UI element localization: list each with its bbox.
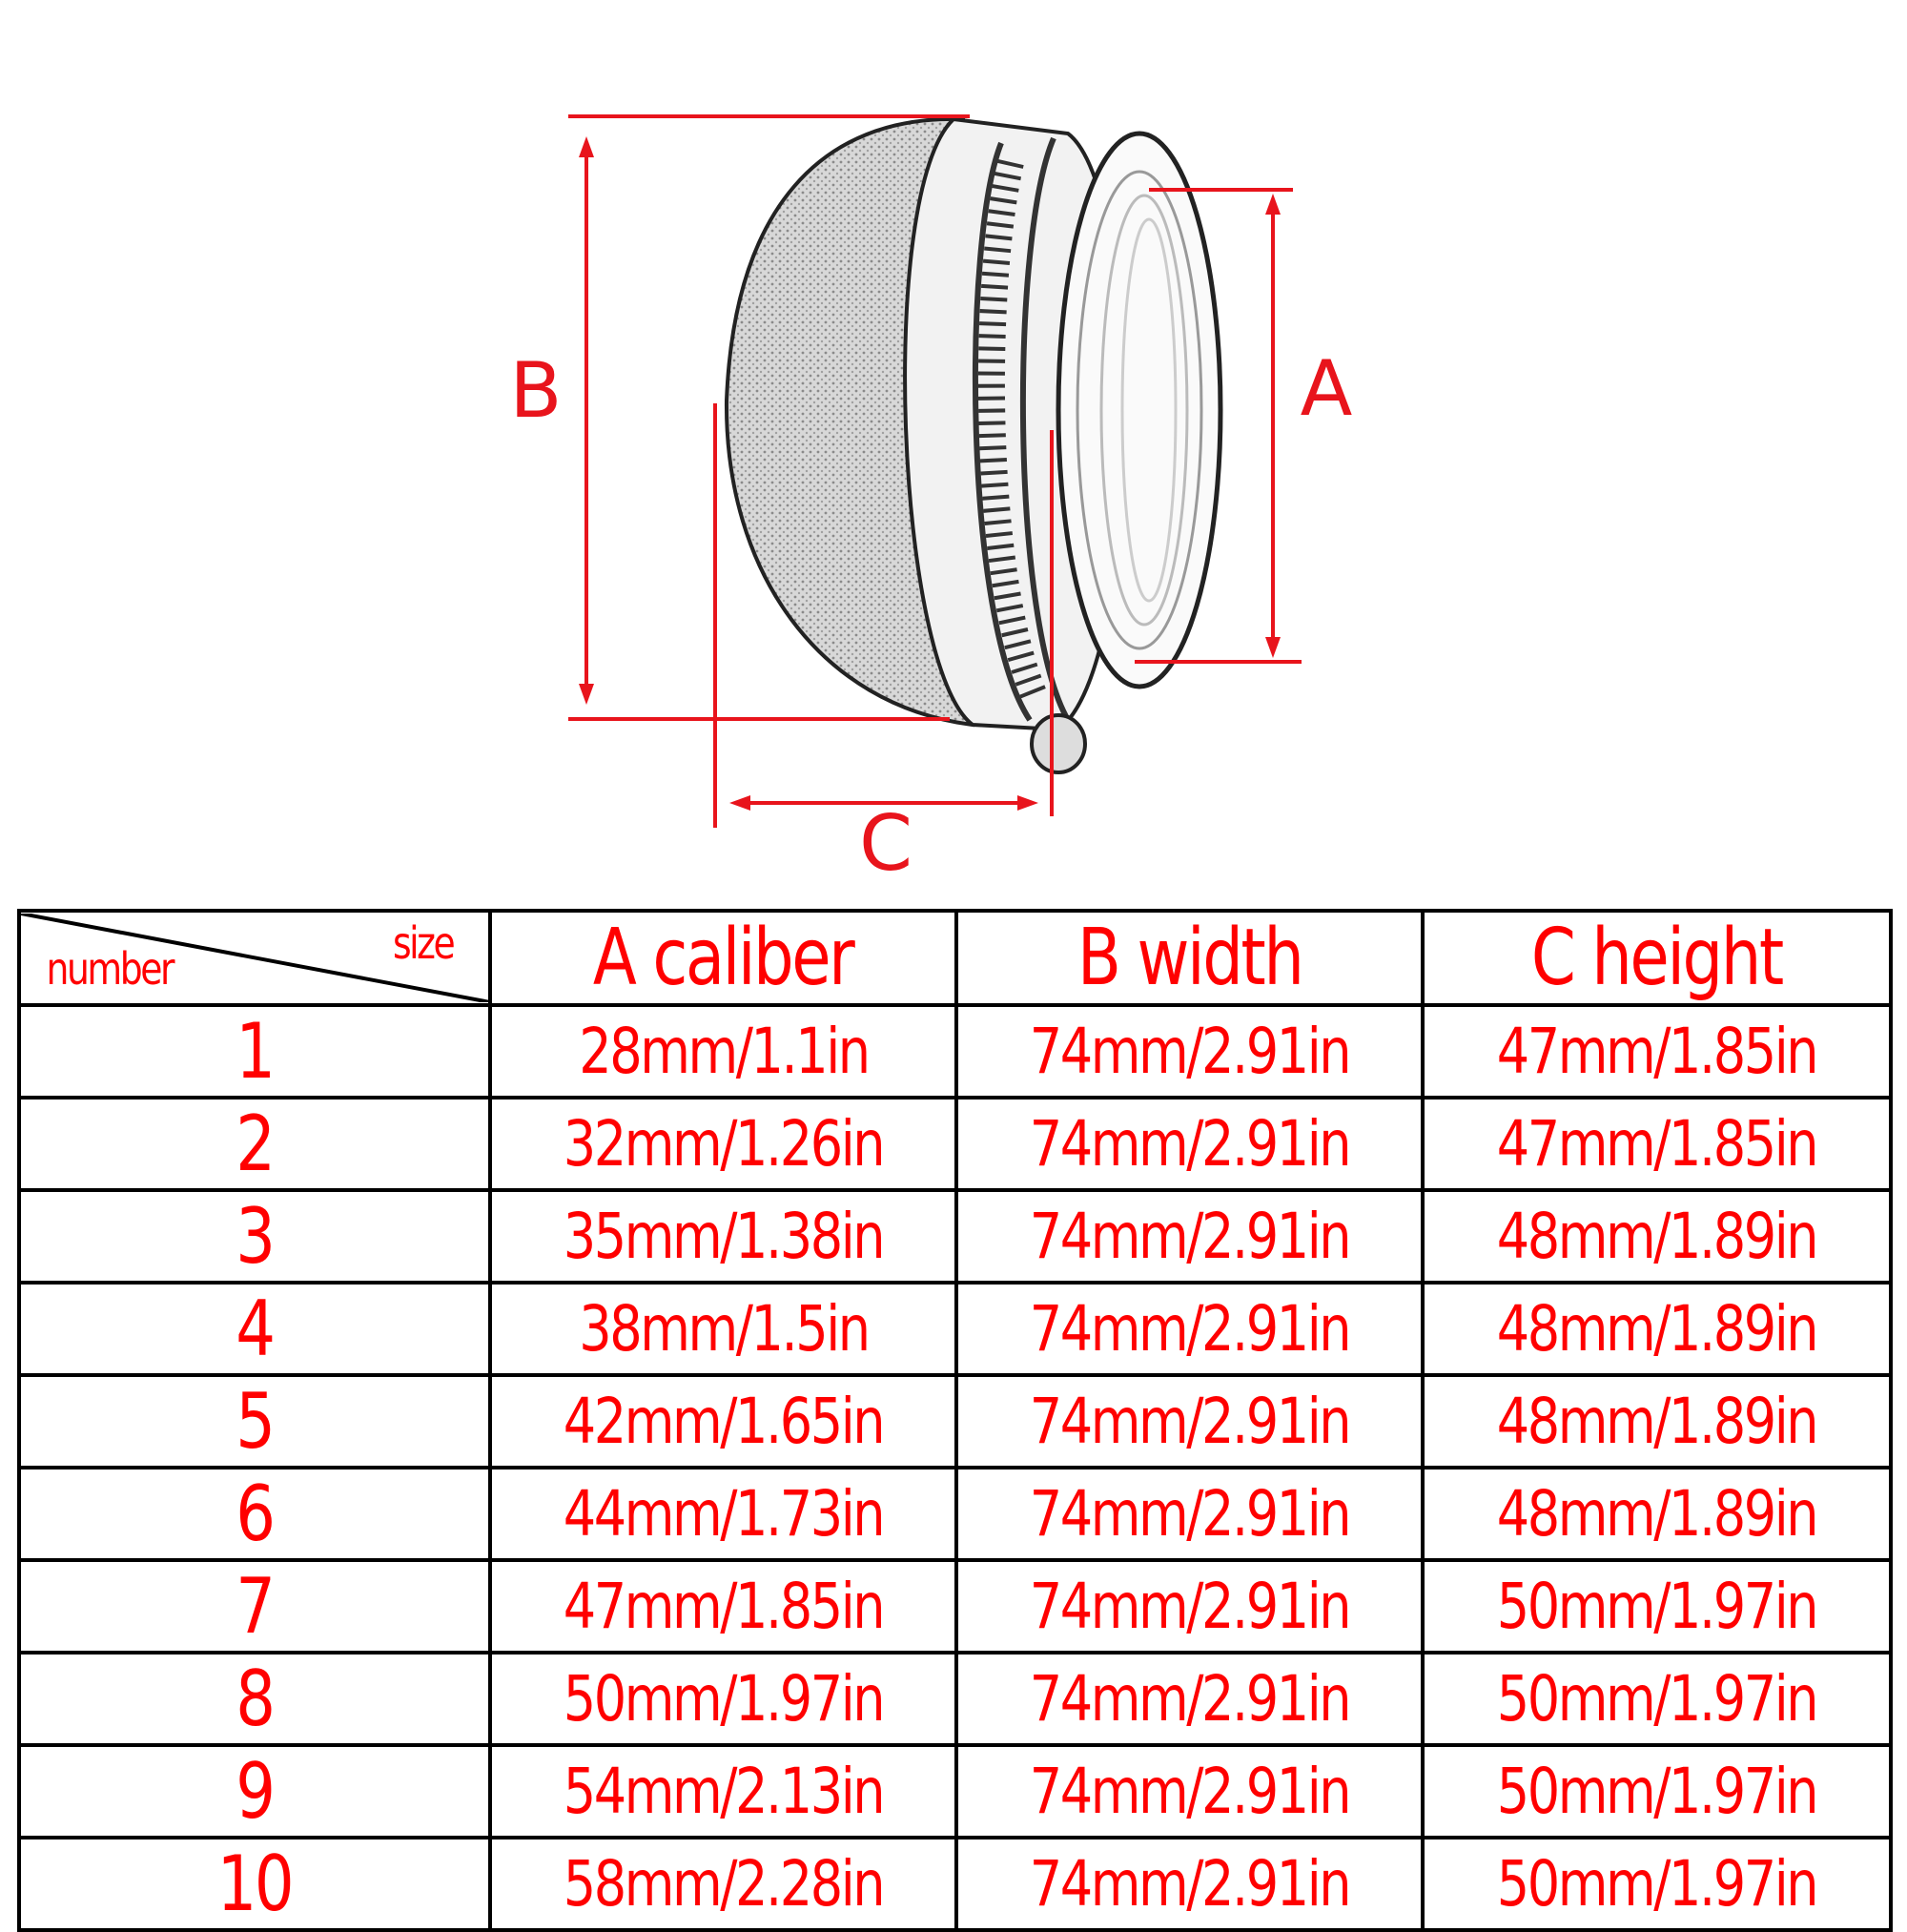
a-caliber-cell: 38mm/1.5in <box>487 1281 959 1377</box>
a-caliber-cell: 58mm/2.28in <box>487 1836 959 1932</box>
row-number: 10 <box>17 1836 492 1932</box>
table-header-row: size number A caliber B width C height <box>17 909 1893 1007</box>
dimension-lines <box>568 114 1302 828</box>
table-row: 7 47mm/1.85in 74mm/2.91in 50mm/1.97in <box>17 1558 1893 1655</box>
table-row: 2 32mm/1.26in 74mm/2.91in 47mm/1.85in <box>17 1096 1893 1192</box>
dimension-label-c: C <box>859 799 912 888</box>
header-c-height: C height <box>1421 909 1893 1007</box>
c-height-cell: 50mm/1.97in <box>1421 1558 1893 1655</box>
a-caliber-cell: 32mm/1.26in <box>487 1096 959 1192</box>
row-number: 5 <box>17 1373 492 1470</box>
b-width-cell: 74mm/2.91in <box>954 1558 1425 1655</box>
corner-number-label: number <box>46 943 175 995</box>
row-number: 7 <box>17 1558 492 1655</box>
b-width-cell: 74mm/2.91in <box>954 1188 1425 1285</box>
size-table: size number A caliber B width C height 1… <box>17 909 1893 1932</box>
b-width-cell: 74mm/2.91in <box>954 1096 1425 1192</box>
a-caliber-cell: 35mm/1.38in <box>487 1188 959 1285</box>
row-number: 4 <box>17 1281 492 1377</box>
a-caliber-cell: 28mm/1.1in <box>487 1003 959 1100</box>
row-number: 6 <box>17 1466 492 1562</box>
c-height-cell: 48mm/1.89in <box>1421 1373 1893 1470</box>
c-height-cell: 47mm/1.85in <box>1421 1096 1893 1192</box>
b-width-cell: 74mm/2.91in <box>954 1651 1425 1747</box>
a-caliber-cell: 44mm/1.73in <box>487 1466 959 1562</box>
c-height-cell: 50mm/1.97in <box>1421 1836 1893 1932</box>
table-row: 8 50mm/1.97in 74mm/2.91in 50mm/1.97in <box>17 1651 1893 1747</box>
hose-clamp <box>972 136 1087 774</box>
c-height-cell: 48mm/1.89in <box>1421 1188 1893 1285</box>
table-row: 6 44mm/1.73in 74mm/2.91in 48mm/1.89in <box>17 1466 1893 1562</box>
dimension-label-b: B <box>509 346 563 435</box>
header-a-caliber: A caliber <box>487 909 959 1007</box>
header-b-width: B width <box>954 909 1425 1007</box>
table-row: 3 35mm/1.38in 74mm/2.91in 48mm/1.89in <box>17 1188 1893 1285</box>
table-row: 1 28mm/1.1in 74mm/2.91in 47mm/1.85in <box>17 1003 1893 1100</box>
table-row: 4 38mm/1.5in 74mm/2.91in 48mm/1.89in <box>17 1281 1893 1377</box>
row-number: 9 <box>17 1743 492 1840</box>
b-width-cell: 74mm/2.91in <box>954 1281 1425 1377</box>
corner-size-label: size <box>392 917 456 969</box>
table-row: 9 54mm/2.13in 74mm/2.91in 50mm/1.97in <box>17 1743 1893 1840</box>
a-caliber-cell: 47mm/1.85in <box>487 1558 959 1655</box>
b-width-cell: 74mm/2.91in <box>954 1743 1425 1840</box>
row-number: 8 <box>17 1651 492 1747</box>
c-height-cell: 50mm/1.97in <box>1421 1651 1893 1747</box>
row-number: 2 <box>17 1096 492 1192</box>
c-height-cell: 48mm/1.89in <box>1421 1281 1893 1377</box>
a-caliber-cell: 42mm/1.65in <box>487 1373 959 1470</box>
c-height-cell: 47mm/1.85in <box>1421 1003 1893 1100</box>
a-caliber-cell: 54mm/2.13in <box>487 1743 959 1840</box>
b-width-cell: 74mm/2.91in <box>954 1003 1425 1100</box>
b-width-cell: 74mm/2.91in <box>954 1373 1425 1470</box>
c-height-cell: 48mm/1.89in <box>1421 1466 1893 1562</box>
table-row: 5 42mm/1.65in 74mm/2.91in 48mm/1.89in <box>17 1373 1893 1470</box>
diagonal-divider <box>23 915 486 1001</box>
table-row: 10 58mm/2.28in 74mm/2.91in 50mm/1.97in <box>17 1836 1893 1932</box>
a-caliber-cell: 50mm/1.97in <box>487 1651 959 1747</box>
row-number: 3 <box>17 1188 492 1285</box>
c-height-cell: 50mm/1.97in <box>1421 1743 1893 1840</box>
filter-opening <box>1056 131 1223 689</box>
air-filter-diagram <box>568 114 1302 828</box>
b-width-cell: 74mm/2.91in <box>954 1836 1425 1932</box>
corner-cell: size number <box>17 909 492 1007</box>
dimension-label-a: A <box>1300 344 1353 433</box>
b-width-cell: 74mm/2.91in <box>954 1466 1425 1562</box>
air-filter-illustration <box>724 116 1223 774</box>
row-number: 1 <box>17 1003 492 1100</box>
